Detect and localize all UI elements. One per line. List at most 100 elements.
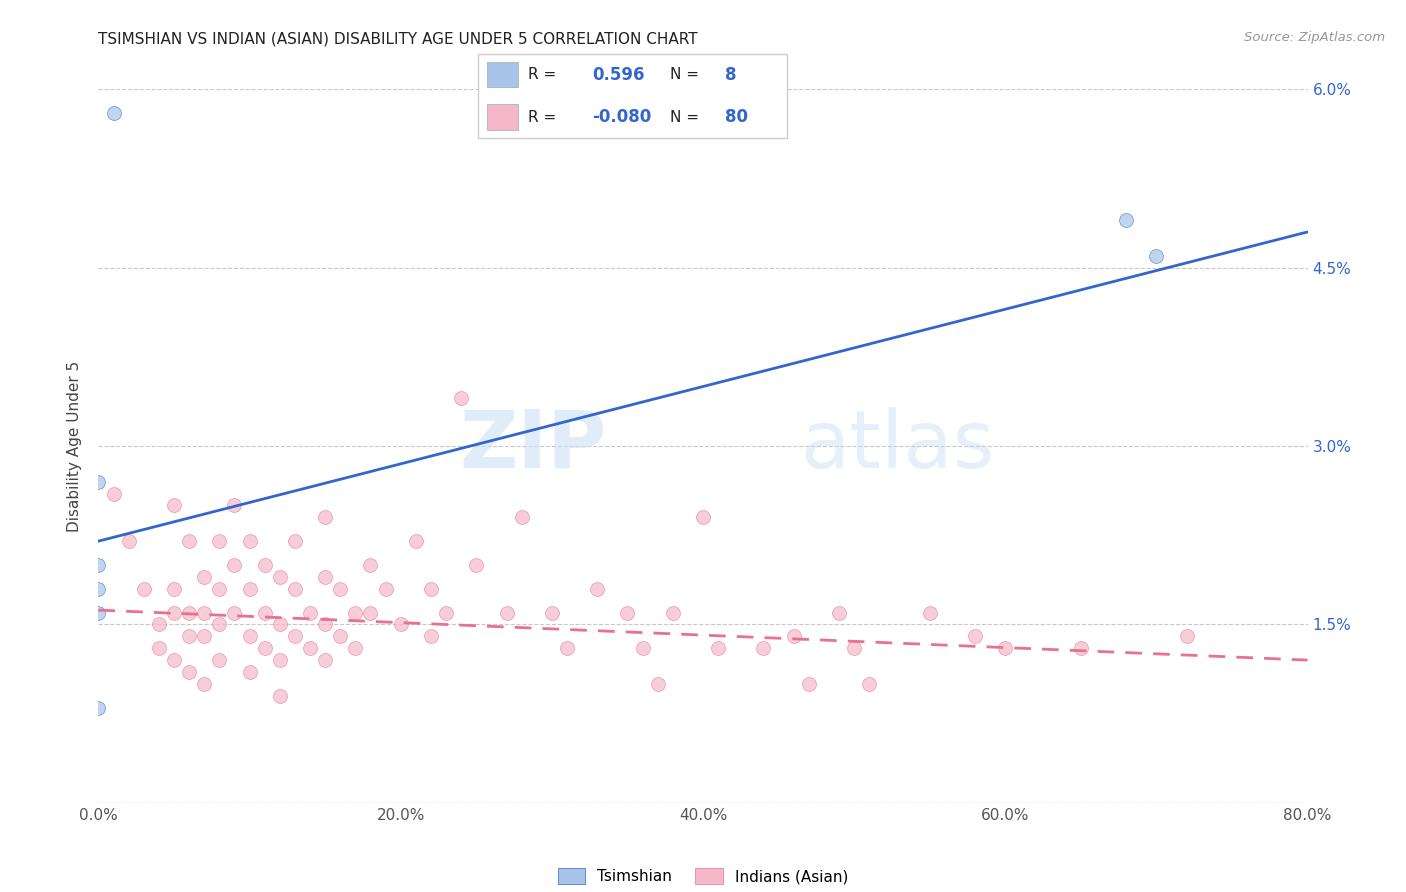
Point bbox=[692, 510, 714, 524]
Text: R =: R = bbox=[527, 67, 555, 82]
Point bbox=[344, 641, 367, 656]
Point bbox=[163, 653, 186, 667]
Point bbox=[314, 653, 336, 667]
Point bbox=[661, 606, 683, 620]
Point bbox=[299, 606, 322, 620]
Point bbox=[103, 106, 125, 120]
Point bbox=[434, 606, 457, 620]
Point bbox=[1175, 629, 1198, 643]
Point bbox=[239, 629, 262, 643]
Point bbox=[179, 606, 201, 620]
Text: 8: 8 bbox=[725, 66, 737, 84]
Text: 80: 80 bbox=[725, 108, 748, 126]
Point bbox=[314, 617, 336, 632]
Point bbox=[179, 534, 201, 549]
Point bbox=[450, 392, 472, 406]
Point bbox=[208, 617, 231, 632]
Point bbox=[224, 606, 246, 620]
Point bbox=[208, 534, 231, 549]
Point bbox=[420, 582, 443, 596]
Point bbox=[148, 617, 170, 632]
Point bbox=[208, 582, 231, 596]
Point bbox=[420, 629, 443, 643]
Point bbox=[965, 629, 987, 643]
Point bbox=[405, 534, 427, 549]
Point bbox=[224, 558, 246, 572]
Point bbox=[284, 629, 307, 643]
FancyBboxPatch shape bbox=[488, 62, 519, 87]
Point bbox=[314, 570, 336, 584]
Point bbox=[344, 606, 367, 620]
Point bbox=[87, 606, 110, 620]
Point bbox=[844, 641, 866, 656]
Point bbox=[1070, 641, 1092, 656]
Point bbox=[389, 617, 412, 632]
Point bbox=[284, 534, 307, 549]
Point bbox=[163, 499, 186, 513]
Point bbox=[87, 475, 110, 489]
Text: N =: N = bbox=[669, 67, 699, 82]
Point bbox=[555, 641, 578, 656]
Point bbox=[752, 641, 775, 656]
Point bbox=[239, 665, 262, 679]
Point bbox=[269, 617, 291, 632]
Point bbox=[208, 653, 231, 667]
Text: TSIMSHIAN VS INDIAN (ASIAN) DISABILITY AGE UNDER 5 CORRELATION CHART: TSIMSHIAN VS INDIAN (ASIAN) DISABILITY A… bbox=[98, 31, 697, 46]
Text: ZIP: ZIP bbox=[458, 407, 606, 485]
Y-axis label: Disability Age Under 5: Disability Age Under 5 bbox=[67, 360, 83, 532]
Point bbox=[783, 629, 806, 643]
Point bbox=[269, 653, 291, 667]
Point bbox=[193, 629, 215, 643]
FancyBboxPatch shape bbox=[478, 54, 787, 138]
Point bbox=[253, 641, 276, 656]
Point bbox=[858, 677, 880, 691]
Point bbox=[87, 700, 110, 714]
Point bbox=[193, 570, 215, 584]
Text: atlas: atlas bbox=[800, 407, 994, 485]
Point bbox=[284, 582, 307, 596]
Point bbox=[510, 510, 533, 524]
Point bbox=[586, 582, 609, 596]
Point bbox=[360, 558, 382, 572]
Point bbox=[314, 510, 336, 524]
Point bbox=[224, 499, 246, 513]
Point bbox=[253, 606, 276, 620]
Point bbox=[239, 582, 262, 596]
Point bbox=[631, 641, 654, 656]
Point bbox=[329, 582, 352, 596]
Text: N =: N = bbox=[669, 110, 699, 125]
Point bbox=[193, 606, 215, 620]
Point bbox=[707, 641, 730, 656]
Point bbox=[918, 606, 941, 620]
Point bbox=[179, 629, 201, 643]
Point bbox=[299, 641, 322, 656]
Point bbox=[239, 534, 262, 549]
Point bbox=[360, 606, 382, 620]
Point bbox=[87, 558, 110, 572]
Point bbox=[269, 570, 291, 584]
Point bbox=[163, 606, 186, 620]
Point bbox=[179, 665, 201, 679]
Point bbox=[828, 606, 851, 620]
Point bbox=[269, 689, 291, 703]
Point bbox=[994, 641, 1017, 656]
FancyBboxPatch shape bbox=[488, 104, 519, 130]
Point bbox=[1144, 249, 1167, 263]
Point bbox=[87, 582, 110, 596]
Point bbox=[193, 677, 215, 691]
Text: R =: R = bbox=[527, 110, 555, 125]
Text: -0.080: -0.080 bbox=[592, 108, 652, 126]
Point bbox=[103, 486, 125, 500]
Point bbox=[132, 582, 155, 596]
Point bbox=[118, 534, 141, 549]
Point bbox=[253, 558, 276, 572]
Point bbox=[540, 606, 562, 620]
Point bbox=[163, 582, 186, 596]
Point bbox=[465, 558, 488, 572]
Text: Source: ZipAtlas.com: Source: ZipAtlas.com bbox=[1244, 31, 1385, 45]
Legend: Tsimshian, Indians (Asian): Tsimshian, Indians (Asian) bbox=[550, 861, 856, 892]
Point bbox=[1115, 213, 1137, 227]
Point bbox=[616, 606, 638, 620]
Point bbox=[148, 641, 170, 656]
Point bbox=[495, 606, 517, 620]
